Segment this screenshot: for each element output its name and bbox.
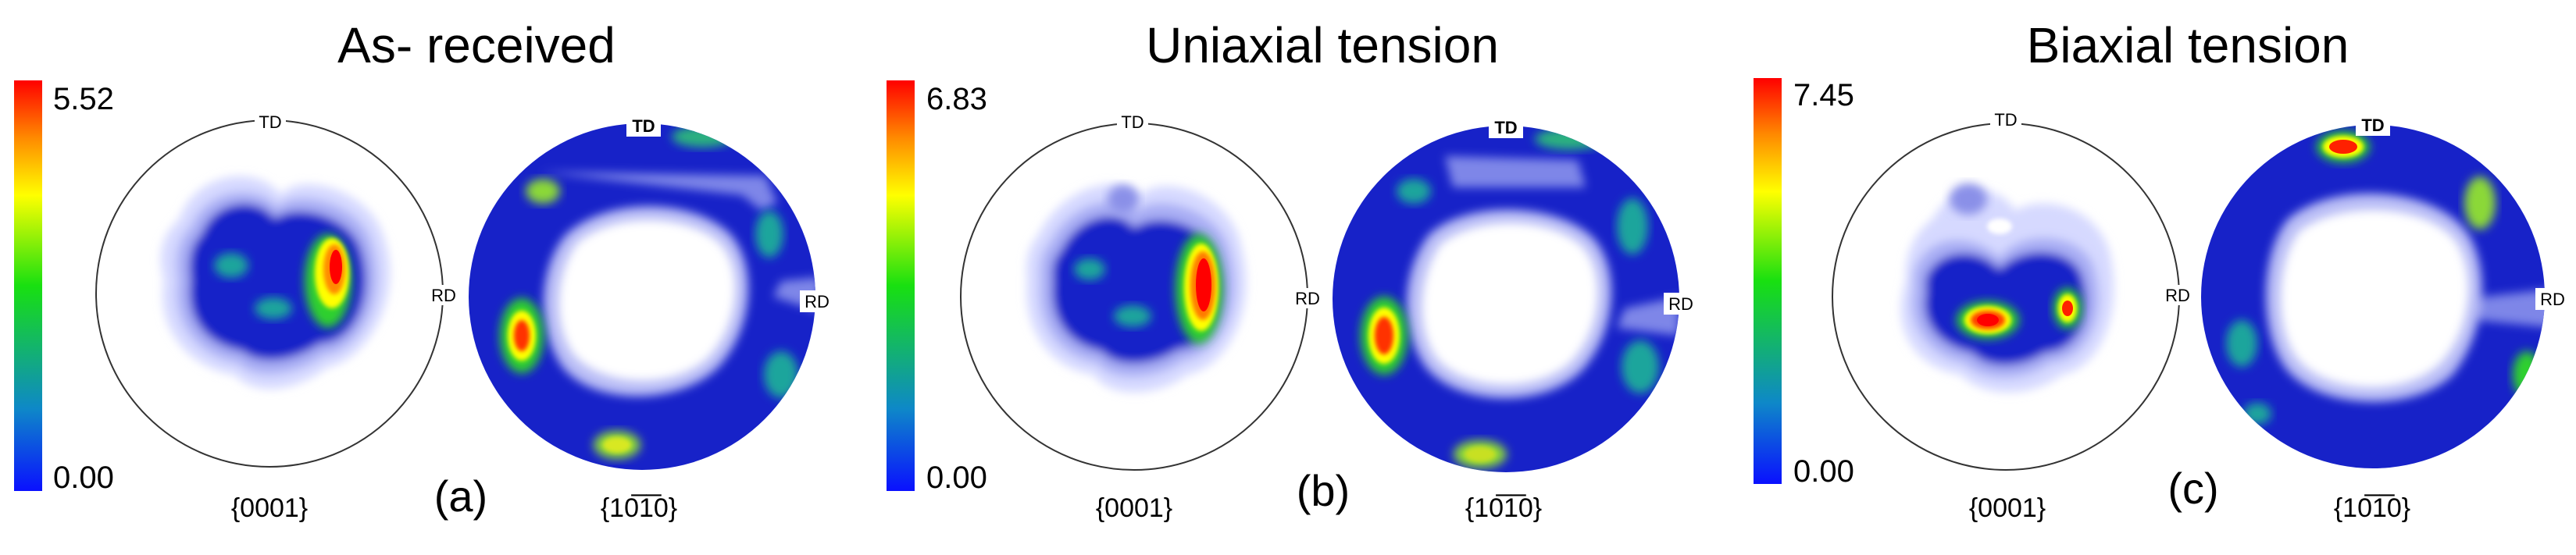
scale-max-label: 7.45 <box>1793 78 1854 112</box>
rd-label: RD <box>2535 288 2570 310</box>
rd-label: RD <box>1664 293 1698 315</box>
rd-direction-label: RD <box>805 292 830 311</box>
rd-label: RD <box>1292 288 1323 308</box>
rd-direction-label: RD <box>431 286 456 305</box>
rd-label: RD <box>428 285 459 305</box>
panel-title: Uniaxial tension <box>1146 17 1499 73</box>
td-label: TD <box>2356 114 2390 136</box>
panel-c: Biaxial tension 7.45 0.00 TD <box>1754 17 2570 523</box>
td-direction-label: TD <box>259 112 281 132</box>
td-direction-label: TD <box>632 116 655 136</box>
scale-min-label: 0.00 <box>1793 454 1854 489</box>
td-direction-label: TD <box>1994 110 2017 130</box>
scale-min-label: 0.00 <box>53 461 114 495</box>
panel-label: (b) <box>1297 466 1350 515</box>
td-direction-label: TD <box>1121 112 1144 132</box>
basal-pole-figure: TD RD {0001} <box>95 112 459 523</box>
color-scale-bar: 7.45 0.00 <box>1754 78 1854 489</box>
prismatic-pole-figure: TD RD {10̅1̅0} <box>469 115 834 523</box>
td-direction-label: TD <box>1494 118 1517 137</box>
basal-pole-figure: TD RD {0001} <box>1832 109 2193 523</box>
panel-b: Uniaxial tension 6.83 0.00 TD <box>887 17 1698 523</box>
panel-title: As- received <box>337 17 615 73</box>
basal-pole-figure: TD RD {0001} <box>960 112 1323 523</box>
td-label: TD <box>255 112 286 132</box>
rd-direction-label: RD <box>2540 290 2565 309</box>
rd-label: RD <box>2162 285 2193 305</box>
prismatic-pole-label: {10̅1̅0} <box>601 493 677 523</box>
td-direction-label: TD <box>2361 116 2384 135</box>
basal-pole-label: {0001} <box>1969 493 2046 523</box>
rd-label: RD <box>800 290 834 312</box>
scale-max-label: 6.83 <box>926 82 987 116</box>
prismatic-pole-label: {10̅1̅0} <box>1465 493 1542 523</box>
td-label: TD <box>626 115 661 137</box>
td-label: TD <box>1990 109 2021 130</box>
panel-label: (c) <box>2167 464 2218 513</box>
scale-min-label: 0.00 <box>926 461 987 495</box>
color-scale-gradient <box>1754 78 1782 484</box>
color-scale-gradient <box>14 80 42 491</box>
basal-pole-label: {0001} <box>231 493 308 523</box>
prismatic-pole-label: {10̅1̅0} <box>2334 493 2410 523</box>
color-scale-gradient <box>887 80 915 491</box>
panel-title: Biaxial tension <box>2027 17 2349 73</box>
rd-direction-label: RD <box>1668 294 1693 314</box>
rd-direction-label: RD <box>1295 289 1320 308</box>
panel-a: As- received 5.52 0.00 TD <box>14 17 834 523</box>
basal-pole-label: {0001} <box>1096 493 1172 523</box>
td-label: TD <box>1489 116 1523 138</box>
rd-direction-label: RD <box>2165 286 2190 305</box>
scale-max-label: 5.52 <box>53 82 114 116</box>
color-scale-bar: 5.52 0.00 <box>14 80 114 495</box>
prismatic-pole-figure: TD RD {10̅1̅0} <box>1333 116 1698 523</box>
panel-label: (a) <box>434 471 487 521</box>
prismatic-pole-figure: TD RD {10̅1̅0} <box>2201 114 2570 523</box>
color-scale-bar: 6.83 0.00 <box>887 80 987 495</box>
td-label: TD <box>1117 112 1148 132</box>
